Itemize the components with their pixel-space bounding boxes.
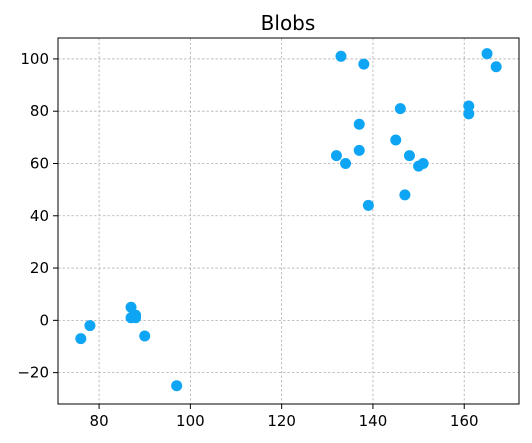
data-points (75, 48, 502, 392)
data-point (481, 48, 493, 60)
y-tick-label: 60 (30, 154, 49, 172)
data-point (340, 157, 352, 169)
data-point (417, 157, 429, 169)
y-tick-label: −20 (17, 364, 49, 382)
data-point (390, 134, 402, 146)
data-point (353, 144, 365, 156)
x-axis: 80 100 120 140 160 (90, 404, 479, 430)
data-point (84, 320, 96, 332)
y-tick-label: 100 (20, 50, 49, 68)
data-point (130, 312, 142, 324)
y-tick-label: 0 (39, 311, 49, 329)
x-tick-label: 100 (176, 412, 205, 430)
y-tick-label: 40 (30, 207, 49, 225)
data-point (335, 50, 347, 62)
grid (58, 38, 519, 404)
x-tick-label: 160 (450, 412, 479, 430)
data-point (490, 61, 502, 73)
data-point (353, 118, 365, 130)
y-axis: −20 0 20 40 60 80 100 (17, 50, 58, 382)
data-point (75, 333, 87, 345)
data-point (139, 330, 151, 342)
data-point (394, 103, 406, 115)
y-tick-label: 80 (30, 102, 49, 120)
chart-title: Blobs (261, 11, 316, 35)
x-tick-label: 80 (90, 412, 109, 430)
data-point (403, 150, 415, 162)
plot-frame (57, 37, 520, 405)
data-point (399, 189, 411, 201)
data-point (358, 58, 370, 70)
data-point (463, 100, 475, 112)
data-point (362, 199, 374, 211)
x-tick-label: 120 (267, 412, 296, 430)
data-point (463, 108, 475, 120)
data-point (171, 380, 183, 392)
y-tick-label: 20 (30, 259, 49, 277)
data-point (330, 150, 342, 162)
x-tick-label: 140 (359, 412, 388, 430)
